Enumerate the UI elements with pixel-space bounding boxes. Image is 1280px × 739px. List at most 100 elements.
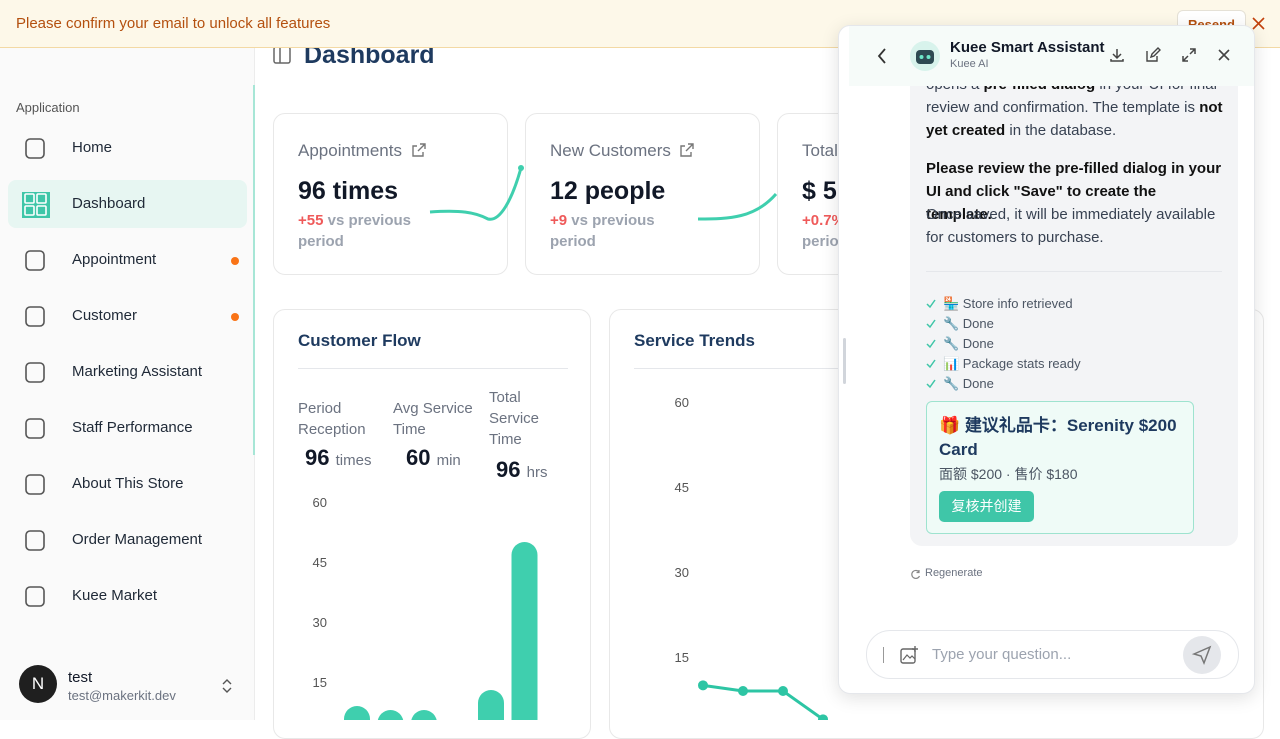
nav-label: Marketing Assistant (72, 363, 203, 380)
check-icon (926, 319, 936, 329)
nav-item[interactable]: Staff Performance (8, 404, 247, 452)
stat-label: Avg Service Time (393, 400, 473, 438)
kpi-change: +9 vs previous period (550, 210, 690, 252)
charts: 15 30 45 60 15 30 45 60 (313, 165, 828, 720)
banner-close[interactable] (1252, 17, 1265, 30)
step-list: 🏪 Store info retrieved 🔧 Done 🔧 Done 📊 Pack… (926, 294, 1081, 394)
user-menu[interactable] (222, 678, 232, 694)
caret (883, 647, 884, 663)
nav-label: Customer (72, 307, 138, 324)
step: 🏪 Store info retrieved (926, 294, 1081, 314)
notification-dot (231, 313, 239, 321)
nav-label: Home (72, 139, 113, 156)
icon-part (25, 530, 45, 551)
icon-bg (22, 192, 50, 218)
nav-label: Order Management (72, 531, 203, 548)
external-link[interactable] (412, 143, 426, 157)
check-icon (926, 379, 936, 389)
kpi-title: New Customers (550, 141, 671, 160)
icon-part (36, 205, 47, 216)
y-tick-label: 30 (675, 565, 689, 580)
text: in the database. (1005, 122, 1117, 139)
nav-icon (25, 474, 45, 495)
y-tick-label: 60 (675, 395, 689, 410)
point (818, 714, 828, 720)
icon-part (25, 362, 45, 383)
icon-part (36, 193, 47, 204)
change-note: period (802, 233, 848, 250)
nav-item[interactable]: Customer (8, 292, 247, 340)
chat-input[interactable]: Type your question... (866, 630, 1239, 679)
line (702, 683, 824, 720)
external-link[interactable] (680, 143, 694, 157)
assistant-name: Kuee Smart Assistant (950, 39, 1105, 56)
icon-part (24, 193, 35, 204)
download-button[interactable] (1109, 47, 1125, 63)
nav-item[interactable]: Marketing Assistant (8, 348, 247, 396)
resize-grip[interactable] (843, 338, 846, 384)
kpi-card: Appointments 96 times +55 vs previous peri… (273, 113, 508, 275)
nav-label: Appointment (72, 251, 157, 268)
change-note: vs previous period (550, 212, 655, 250)
icon-part (926, 339, 936, 349)
nav-item[interactable]: Kuee Market (8, 572, 247, 620)
nav-label: Dashboard (72, 195, 146, 212)
check-icon (926, 299, 936, 309)
nav-icon (25, 306, 45, 327)
nav-item[interactable]: About This Store (8, 460, 247, 508)
edit-button[interactable] (1145, 47, 1161, 63)
bold-text: not yet created (926, 99, 1223, 139)
expand-button[interactable] (1181, 47, 1197, 63)
nav-item[interactable]: Home (8, 124, 247, 172)
nav-label: Staff Performance (72, 419, 193, 436)
nav-item[interactable]: Order Management (8, 516, 247, 564)
section-label: Application (16, 100, 80, 115)
nav-icon (22, 192, 50, 218)
icon-part (926, 359, 936, 369)
bar (478, 690, 504, 720)
kpi-title: Appointments (298, 141, 402, 160)
icon-part (926, 299, 936, 309)
divider (926, 271, 1222, 272)
nav-label: Kuee Market (72, 587, 158, 604)
kpi-change: +55 vs previous period (298, 210, 438, 252)
create-button[interactable]: 复核并创建 (939, 491, 1034, 522)
icon-part (926, 379, 936, 389)
image-upload[interactable] (900, 646, 918, 664)
nav-item[interactable]: Appointment (8, 236, 247, 284)
step: 🔧 Done (926, 314, 1081, 334)
y-tick-label: 45 (675, 480, 689, 495)
check-icon (926, 359, 936, 369)
notification-dot (231, 257, 239, 265)
stat-unit: hrs (526, 464, 548, 481)
icon-part (25, 418, 45, 439)
change-note: vs previous period (298, 212, 411, 250)
stat-unit: times (335, 452, 372, 469)
nav-icon (25, 362, 45, 383)
kpi-value: 12 people (550, 177, 666, 205)
card-title: Service Trends (634, 331, 755, 350)
nav-icon (25, 530, 45, 551)
nav-item[interactable]: Dashboard (8, 180, 247, 228)
assistant-subtitle: Kuee AI (950, 58, 989, 70)
step-text: 🔧 Done (943, 316, 994, 331)
icon-part (412, 143, 426, 157)
nav-icon (25, 138, 45, 159)
stat: 96 times (305, 445, 371, 471)
y-tick-label: 45 (313, 555, 327, 570)
stat-value: 96 (305, 445, 330, 470)
assistant-header: Kuee Smart Assistant Kuee AI (849, 26, 1254, 86)
close-button[interactable] (1218, 49, 1230, 61)
kpi-change: +0.7% period (802, 210, 942, 252)
review-text: Please review the pre-filled dialog in y… (926, 160, 1222, 223)
regenerate-icon[interactable] (910, 569, 921, 580)
avatar[interactable]: N (19, 665, 57, 703)
gift-detail: 面额 $200 · 售价 $180 (939, 466, 1078, 482)
stat-label: Total Service Time (489, 389, 540, 448)
send-button[interactable] (1183, 636, 1221, 674)
nav-icon (25, 418, 45, 439)
point (778, 686, 788, 696)
back-button[interactable] (877, 48, 887, 64)
change-value: +9 (550, 212, 568, 229)
regenerate-button[interactable]: Regenerate (925, 567, 983, 579)
